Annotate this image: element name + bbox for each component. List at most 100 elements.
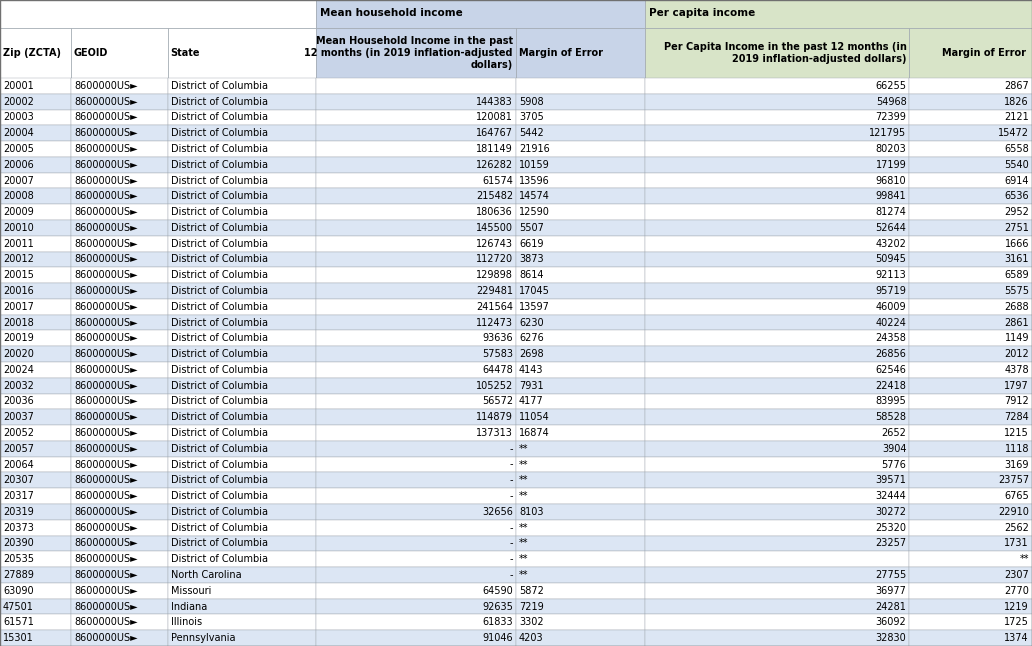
Text: 3161: 3161: [1004, 255, 1029, 264]
Text: 1374: 1374: [1004, 633, 1029, 643]
Text: **: **: [519, 491, 528, 501]
Bar: [645, 393, 909, 410]
Bar: [909, 141, 1032, 157]
Text: -: -: [510, 475, 513, 485]
Text: 180636: 180636: [476, 207, 513, 217]
Text: 8600000US►: 8600000US►: [74, 444, 137, 453]
Bar: [516, 346, 645, 362]
Text: 8600000US►: 8600000US►: [74, 333, 137, 343]
Text: 3169: 3169: [1004, 459, 1029, 470]
Text: 3873: 3873: [519, 255, 544, 264]
Bar: [516, 630, 645, 646]
Text: 6619: 6619: [519, 238, 544, 249]
Text: Margin of Error: Margin of Error: [941, 48, 1029, 58]
Text: 20019: 20019: [3, 333, 34, 343]
Bar: [645, 141, 909, 157]
Text: 2770: 2770: [1004, 586, 1029, 596]
Bar: [167, 331, 316, 346]
Text: 20037: 20037: [3, 412, 34, 422]
Bar: [71, 110, 167, 125]
Text: 2861: 2861: [1004, 318, 1029, 328]
Text: 1731: 1731: [1004, 539, 1029, 548]
Bar: [71, 457, 167, 472]
Bar: [167, 378, 316, 393]
Text: 241564: 241564: [476, 302, 513, 312]
Bar: [71, 315, 167, 331]
Text: 92113: 92113: [876, 270, 906, 280]
Text: 20012: 20012: [3, 255, 34, 264]
Text: 20009: 20009: [3, 207, 34, 217]
Bar: [0, 331, 71, 346]
Bar: [0, 315, 71, 331]
Bar: [71, 141, 167, 157]
Bar: [167, 614, 316, 630]
Text: District of Columbia: District of Columbia: [170, 112, 267, 123]
Bar: [316, 267, 516, 283]
Text: 47501: 47501: [3, 601, 34, 612]
Text: Missouri: Missouri: [170, 586, 212, 596]
Bar: [167, 536, 316, 551]
Bar: [645, 283, 909, 299]
Text: 32830: 32830: [876, 633, 906, 643]
Text: 8600000US►: 8600000US►: [74, 302, 137, 312]
Text: Per Capita Income in the past 12 months (in
2019 inflation-adjusted dollars): Per Capita Income in the past 12 months …: [664, 42, 906, 64]
Text: 2307: 2307: [1004, 570, 1029, 580]
Text: 1215: 1215: [1004, 428, 1029, 438]
Text: 1826: 1826: [1004, 97, 1029, 107]
Text: 5575: 5575: [1004, 286, 1029, 296]
Text: 62546: 62546: [875, 365, 906, 375]
Bar: [645, 630, 909, 646]
Bar: [316, 28, 516, 78]
Text: 8600000US►: 8600000US►: [74, 459, 137, 470]
Bar: [909, 157, 1032, 172]
Bar: [645, 378, 909, 393]
Text: 105252: 105252: [476, 380, 513, 391]
Bar: [645, 110, 909, 125]
Bar: [645, 251, 909, 267]
Bar: [71, 362, 167, 378]
Text: District of Columbia: District of Columbia: [170, 238, 267, 249]
Bar: [316, 125, 516, 141]
Text: Illinois: Illinois: [170, 618, 202, 627]
Bar: [167, 172, 316, 189]
Bar: [316, 251, 516, 267]
Text: 1666: 1666: [1004, 238, 1029, 249]
Bar: [71, 599, 167, 614]
Text: **: **: [519, 539, 528, 548]
Text: District of Columbia: District of Columbia: [170, 286, 267, 296]
Bar: [316, 157, 516, 172]
Text: 181149: 181149: [476, 144, 513, 154]
Text: North Carolina: North Carolina: [170, 570, 241, 580]
Bar: [516, 378, 645, 393]
Bar: [71, 204, 167, 220]
Bar: [645, 267, 909, 283]
Text: District of Columbia: District of Columbia: [170, 365, 267, 375]
Text: 5442: 5442: [519, 128, 544, 138]
Bar: [645, 520, 909, 536]
Bar: [516, 472, 645, 488]
Bar: [516, 441, 645, 457]
Text: 20018: 20018: [3, 318, 34, 328]
Bar: [909, 189, 1032, 204]
Text: 24358: 24358: [875, 333, 906, 343]
Text: 2698: 2698: [519, 349, 544, 359]
Bar: [0, 630, 71, 646]
Bar: [645, 551, 909, 567]
Bar: [0, 94, 71, 110]
Bar: [0, 488, 71, 504]
Text: 8103: 8103: [519, 507, 544, 517]
Bar: [167, 472, 316, 488]
Text: 1219: 1219: [1004, 601, 1029, 612]
Bar: [167, 78, 316, 94]
Text: 30272: 30272: [875, 507, 906, 517]
Bar: [645, 236, 909, 251]
Bar: [167, 315, 316, 331]
Text: 8600000US►: 8600000US►: [74, 554, 137, 564]
Text: 15301: 15301: [3, 633, 34, 643]
Text: 1118: 1118: [1004, 444, 1029, 453]
Text: 229481: 229481: [476, 286, 513, 296]
Bar: [0, 567, 71, 583]
Bar: [516, 220, 645, 236]
Bar: [167, 630, 316, 646]
Text: 20317: 20317: [3, 491, 34, 501]
